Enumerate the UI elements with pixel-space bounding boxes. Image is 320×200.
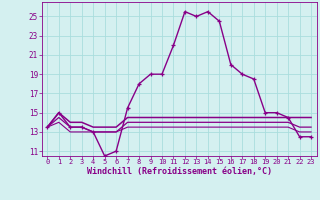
X-axis label: Windchill (Refroidissement éolien,°C): Windchill (Refroidissement éolien,°C) — [87, 167, 272, 176]
